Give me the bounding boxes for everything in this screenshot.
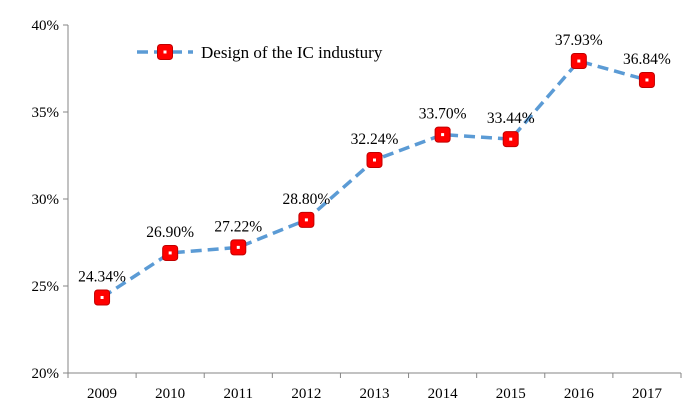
axes: 20% 25% 30% 35% 40% 2009 2010 2011 2012 2013 2014 2… (32, 18, 682, 402)
series-layer (94, 53, 655, 306)
y-tick-label: 40% (32, 18, 60, 34)
data-point (298, 211, 315, 228)
x-tick-label: 2017 (632, 386, 663, 402)
legend-marker (157, 44, 173, 60)
marker-center (100, 295, 104, 299)
y-tick-label: 20% (32, 366, 60, 382)
marker-center (304, 218, 308, 222)
data-labels: 24.34% 26.90% 27.22% 28.80% 32.24% 33.70% 33.4… (78, 32, 671, 285)
x-tick-label: 2012 (291, 386, 321, 402)
data-point (366, 152, 383, 169)
series-line (101, 59, 648, 299)
data-label: 24.34% (78, 268, 126, 285)
data-point (230, 239, 247, 256)
data-point (502, 131, 519, 148)
x-tick-label: 2010 (155, 386, 185, 402)
data-label: 36.84% (623, 51, 671, 68)
data-label: 26.90% (146, 224, 194, 241)
data-label: 28.80% (282, 191, 330, 208)
x-tick-label: 2016 (564, 386, 595, 402)
data-point (162, 244, 179, 261)
y-tick-label: 25% (32, 279, 60, 295)
x-tick-label: 2011 (224, 386, 253, 402)
y-tick-label: 30% (32, 192, 60, 208)
x-tick-label: 2015 (496, 386, 526, 402)
marker-center (163, 50, 167, 54)
marker-center (236, 245, 240, 249)
data-label: 32.24% (351, 131, 399, 148)
marker-center (168, 251, 172, 255)
y-tick-label: 35% (32, 105, 60, 121)
marker-center (509, 137, 513, 141)
marker-center (441, 133, 445, 137)
marker-center (577, 59, 581, 63)
data-label: 37.93% (555, 32, 603, 49)
data-point (94, 289, 111, 306)
data-label: 33.70% (419, 106, 467, 123)
data-point (434, 126, 451, 143)
legend-label: Design of the IC industury (201, 43, 383, 62)
x-tick-label: 2013 (360, 386, 390, 402)
data-point (570, 53, 587, 70)
x-tick-label: 2009 (87, 386, 117, 402)
data-label: 27.22% (214, 218, 262, 235)
marker-center (373, 158, 376, 162)
data-point (638, 71, 655, 88)
data-label: 33.44% (487, 110, 535, 127)
legend: Design of the IC industury (137, 43, 383, 62)
x-tick-label: 2014 (428, 386, 459, 402)
marker-center (645, 78, 649, 82)
